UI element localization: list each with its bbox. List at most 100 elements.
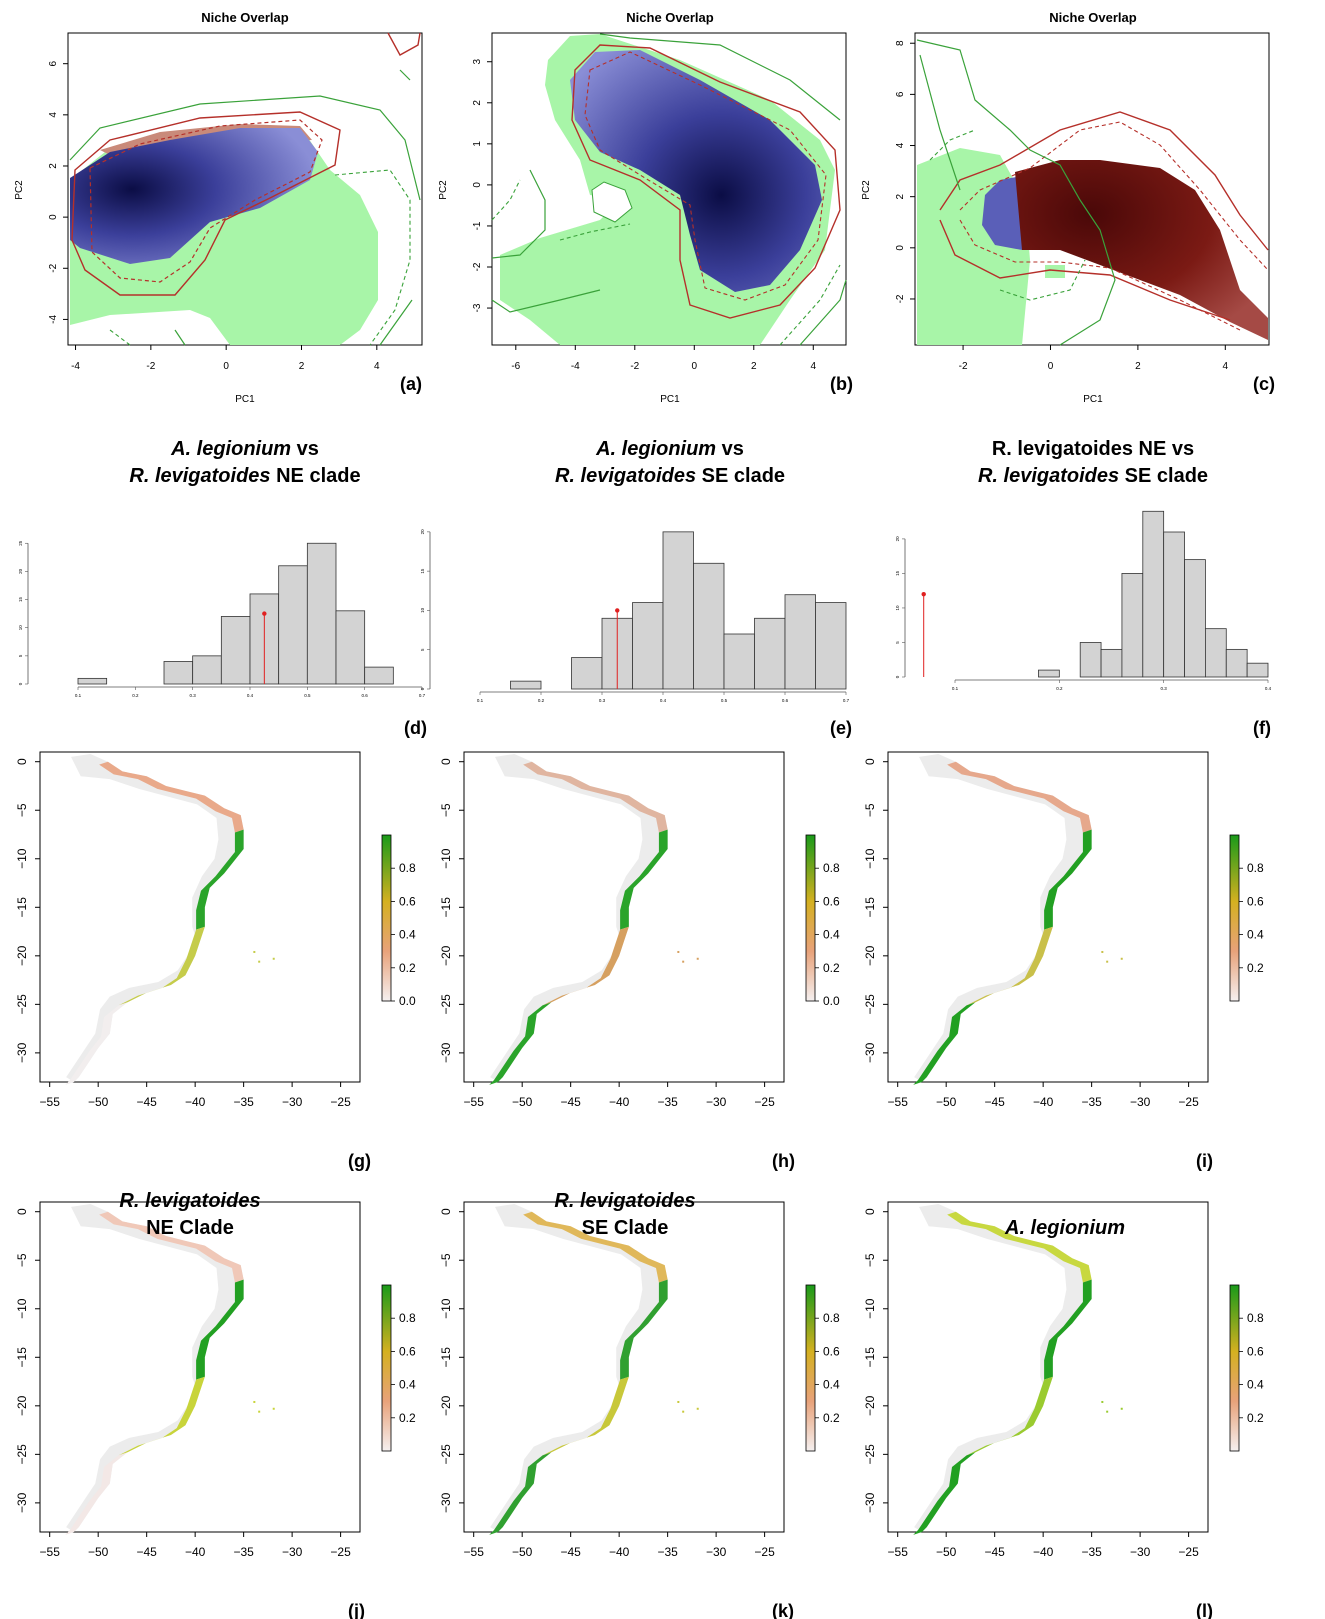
map-j-ytick-label: −15 — [15, 1347, 29, 1368]
map-k-ytick-label: −15 — [439, 1347, 453, 1368]
map-i-legend-label: 0.8 — [1247, 861, 1264, 875]
map-k-ytick-label: 0 — [439, 1208, 453, 1215]
map-j-ytick-label: −20 — [15, 1395, 29, 1416]
map-k-legend-label: 0.2 — [823, 1411, 840, 1425]
panel-f-bar — [1100, 648, 1123, 678]
panel-e-bar — [784, 594, 816, 690]
panel-e-ytick-label: 5 — [420, 648, 425, 651]
panel-c-xtick-label: 0 — [1048, 361, 1054, 372]
caption-ne-vs-se: R. levigatoides NE vs R. levigatoides SE… — [908, 436, 1278, 490]
panel-b-xtick-label: 2 — [751, 361, 757, 372]
panel-e-xtick-label: 0.4 — [660, 698, 667, 703]
map-l-xtick-label: −30 — [1130, 1545, 1151, 1559]
caption-text: NE clade — [270, 465, 361, 487]
caption-text: SE clade — [696, 465, 786, 487]
panel-a-ytick-label: 4 — [48, 112, 59, 118]
panel-a-xtick-label: 0 — [223, 361, 229, 372]
map-g-xtick-label: −30 — [282, 1095, 303, 1109]
map-h-legend-label: 0.2 — [823, 961, 840, 975]
panel-b-ytick-label: -2 — [472, 262, 483, 271]
map-g-legend-label: 0.0 — [399, 994, 416, 1008]
caption-species: R. levigatoides — [554, 465, 697, 487]
panel-h-label: (h) — [772, 1151, 795, 1171]
map-i-xtick-label: −35 — [1081, 1095, 1102, 1109]
panel-c-ytick-label: 2 — [895, 193, 906, 199]
map-l-xtick-label: −45 — [984, 1545, 1005, 1559]
panel-e-xtick-label: 0.6 — [782, 698, 789, 703]
panel-c-ylabel: PC2 — [861, 180, 872, 200]
map-l-coast-band — [913, 1452, 976, 1535]
panel-d-bar — [278, 565, 308, 685]
panel-f-bar — [1163, 531, 1185, 678]
map-h-ytick-label: −25 — [439, 994, 453, 1015]
panel-b-ytick-label: 1 — [472, 141, 483, 147]
map-h-xtick-label: −50 — [512, 1095, 533, 1109]
panel-d-histogram: 0.1 0.2 0.3 0.4 0.5 0.6 0.7 0 5 10 15 20 25 — [18, 540, 426, 698]
panel-f-ytick-label: 0 — [895, 675, 900, 678]
map-i-xtick-label: −40 — [1033, 1095, 1054, 1109]
map-k-ytick-label: −10 — [439, 1298, 453, 1319]
panel-e-xtick-label: 0.2 — [538, 698, 545, 703]
map-k-xtick-label: −30 — [706, 1545, 727, 1559]
panel-a-contour-red-solid — [71, 32, 421, 296]
map-h-ytick-label: −10 — [439, 848, 453, 869]
caption-a-legionium: A. legionium — [905, 1215, 1225, 1242]
map-l-xtick-label: −25 — [1178, 1545, 1199, 1559]
map-j-coast-band — [65, 1452, 128, 1535]
map-g-xtick-label: −50 — [88, 1095, 109, 1109]
panel-b-ytick-label: -1 — [472, 221, 483, 230]
caption-species: R. levigatoides — [119, 1190, 261, 1212]
map-g-legend-bar — [381, 834, 392, 1002]
panel-d-bar — [163, 661, 194, 685]
map-l-island — [1101, 1400, 1104, 1403]
panel-c-ytick-label: 4 — [895, 142, 906, 148]
panel-b-native-a — [570, 50, 822, 292]
map-h-coast-band — [620, 829, 668, 930]
panel-c-xtick-label: -2 — [959, 361, 968, 372]
panel-f-xtick-label: 0.3 — [1161, 686, 1168, 691]
panel-d-xtick-label: 0.4 — [247, 693, 254, 698]
panel-j-label: (j) — [348, 1601, 365, 1619]
panel-e-bar — [723, 633, 755, 690]
panel-e-xtick-label: 0.3 — [599, 698, 606, 703]
map-h-xtick-label: −55 — [464, 1095, 485, 1109]
panel-e-histogram: 0.1 0.2 0.3 0.4 0.5 0.6 0.7 0 5 10 15 20 — [420, 529, 850, 703]
map-panel-g: −55 −50 −45 −40 −35 −30 −25 0 −5 −10 −15 −20 −25 −30 0… — [15, 751, 416, 1109]
map-g-coast-band — [65, 1002, 128, 1085]
map-h-coast-band — [542, 926, 629, 1006]
map-j-xtick-label: −50 — [88, 1545, 109, 1559]
map-h-legend-label: 0.4 — [823, 928, 840, 942]
panel-b-xlabel: PC1 — [660, 394, 680, 405]
map-i-xtick-label: −30 — [1130, 1095, 1151, 1109]
panel-f-histogram: 0.1 0.2 0.3 0.4 0 5 10 15 20 — [895, 510, 1272, 691]
panel-d-observed-point — [262, 611, 267, 616]
panel-c-label: (c) — [1253, 374, 1275, 394]
map-panels: −55 −50 −45 −40 −35 −30 −25 0 −5 −10 −15 −20 −25 −30 0… — [15, 751, 1264, 1559]
map-j-xtick-label: −40 — [185, 1545, 206, 1559]
map-g-legend-label: 0.6 — [399, 894, 416, 908]
map-i-ytick-label: −5 — [863, 803, 877, 817]
map-i-ytick-label: −10 — [863, 848, 877, 869]
map-i-xtick-label: −55 — [888, 1095, 909, 1109]
map-i-ytick-label: −15 — [863, 897, 877, 918]
panel-c-ytick-label: 6 — [895, 91, 906, 97]
panel-c-ytick-label: 8 — [895, 40, 906, 46]
map-k-island — [696, 1407, 699, 1410]
map-k-legend-label: 0.4 — [823, 1378, 840, 1392]
panel-a-xtick-label: 2 — [299, 361, 305, 372]
caption-se-clade: R. levigatoides SE Clade — [465, 1188, 785, 1242]
map-h-legend-bar — [805, 834, 816, 1002]
map-i-xtick-label: −25 — [1178, 1095, 1199, 1109]
map-k-legend-label: 0.8 — [823, 1311, 840, 1325]
map-i-xtick-label: −45 — [984, 1095, 1005, 1109]
map-i-island — [1120, 957, 1123, 960]
map-g-ytick-label: −20 — [15, 945, 29, 966]
map-j-coast-band — [99, 1211, 244, 1283]
panel-a-ytick-label: 0 — [48, 214, 59, 220]
map-j-coast-band — [196, 1279, 244, 1380]
panel-d-ytick-label: 0 — [18, 682, 23, 685]
map-h-island — [696, 957, 699, 960]
map-l-ytick-label: −25 — [863, 1444, 877, 1465]
panel-e-bar — [571, 657, 603, 690]
map-i-island — [1106, 960, 1109, 963]
